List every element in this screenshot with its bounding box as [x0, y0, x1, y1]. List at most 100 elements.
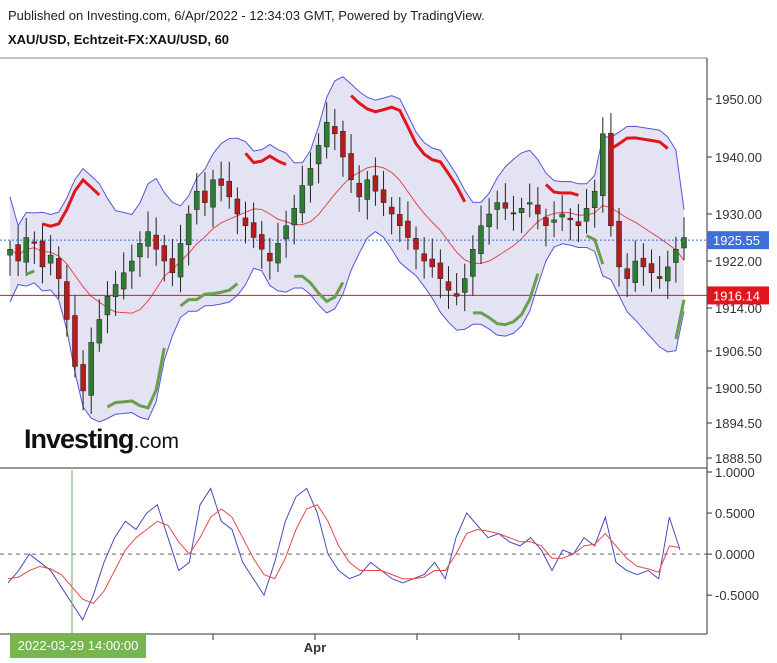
candle-body: [600, 133, 606, 197]
lower-band-line: [9, 231, 685, 423]
candle-body: [299, 185, 306, 214]
candle-body: [226, 180, 233, 198]
candle-body: [55, 258, 62, 279]
candle-body: [177, 243, 184, 278]
middle-band-line: [9, 165, 685, 314]
supertrend-line: [244, 152, 287, 166]
candle-body: [185, 213, 192, 246]
y-tick-label: 1906.50: [715, 344, 762, 359]
candle-body: [502, 202, 509, 209]
osc-tick-label: 0.0000: [715, 547, 755, 562]
y-tick-label: 1900.50: [715, 381, 762, 396]
candle-body: [153, 234, 159, 250]
osc-slow-line: [7, 504, 681, 604]
supertrend-line: [179, 282, 239, 308]
supertrend-line: [42, 177, 101, 228]
y-tick-label: 1950.00: [715, 92, 762, 107]
candle-body: [169, 258, 176, 273]
candle-body: [31, 241, 38, 244]
candle-body: [356, 182, 362, 198]
candle-body: [364, 179, 371, 200]
candle-body: [559, 213, 565, 218]
candle-body: [437, 262, 444, 279]
supertrend-line: [25, 269, 35, 276]
candle-body: [494, 202, 500, 210]
osc-fast-line: [7, 487, 681, 621]
candle-body: [218, 178, 224, 186]
candle-body: [258, 234, 265, 250]
current-price-tag-label: 1925.55: [713, 233, 760, 248]
candle-body: [340, 130, 346, 158]
candle-body: [624, 268, 630, 279]
candle-body: [632, 260, 639, 283]
supertrend-line: [585, 234, 605, 265]
candle-body: [665, 266, 671, 282]
candle-body: [445, 281, 452, 291]
y-tick-label: 1894.50: [715, 416, 762, 431]
candle-body: [291, 208, 297, 226]
level-price-tag-label: 1916.14: [713, 288, 760, 303]
y-tick-label: 1888.50: [715, 451, 762, 466]
candle-body: [202, 190, 208, 203]
supertrend-line: [544, 183, 579, 197]
candle-body: [461, 278, 468, 293]
candle-body: [640, 257, 647, 268]
current-price-tag: [707, 231, 769, 250]
level-price-tag: [707, 286, 769, 305]
investing-logo: Investing.com: [24, 424, 180, 454]
candle-body: [315, 145, 322, 165]
candle-body: [323, 121, 330, 148]
candle-body: [656, 276, 663, 279]
y-tick-label: 1922.00: [715, 254, 762, 269]
candle-body: [388, 206, 395, 215]
candle-body: [616, 220, 622, 268]
candle-body: [112, 284, 119, 298]
candle-body: [275, 243, 281, 264]
candle-body: [405, 220, 411, 238]
upper-band-line: [9, 76, 685, 227]
y-tick-label: 1930.00: [715, 207, 762, 222]
supertrend-line: [350, 94, 467, 203]
candle-body: [7, 249, 13, 256]
supertrend-line: [472, 273, 540, 327]
candle-body: [47, 254, 54, 264]
candle-body: [429, 258, 436, 268]
candle-body: [486, 213, 492, 228]
supertrend-line: [294, 274, 345, 304]
candle-body: [648, 263, 655, 273]
candle-body: [64, 281, 70, 320]
supertrend-line: [106, 347, 166, 410]
candle-body: [283, 225, 289, 240]
candle-body: [267, 252, 273, 262]
candle-body: [673, 249, 679, 263]
symbol-title: XAU/USD, Echtzeit-FX:XAU/USD, 60: [8, 32, 230, 47]
candle-body: [210, 179, 216, 208]
candle-body: [478, 225, 484, 254]
candle-body: [145, 231, 151, 247]
candle-body: [96, 319, 103, 344]
candle-body: [413, 238, 419, 250]
candle-body: [526, 202, 533, 205]
candle-body: [551, 219, 557, 223]
y-tick-label: 1940.00: [715, 150, 762, 165]
candle-body: [161, 245, 168, 262]
osc-tick-label: 0.5000: [715, 506, 755, 521]
candle-body: [681, 237, 687, 249]
candle-body: [88, 342, 94, 396]
candle-body: [234, 198, 241, 215]
candle-body: [307, 168, 314, 186]
osc-tick-label: 1.0000: [715, 465, 755, 480]
y-tick-label: 1914.00: [715, 301, 762, 316]
published-notice: Published on Investing.com, 6/Apr/2022 -…: [8, 8, 485, 23]
candle-body: [453, 293, 460, 297]
candle-body: [194, 190, 200, 210]
candle-body: [470, 249, 476, 277]
candle-body: [23, 237, 29, 263]
time-axis-ticks: Apr: [212, 634, 622, 655]
candle-body: [397, 214, 403, 227]
x-tick-label: Apr: [304, 640, 326, 655]
supertrend-line: [674, 299, 686, 340]
candle-body: [535, 204, 541, 215]
candle-body: [591, 190, 598, 208]
